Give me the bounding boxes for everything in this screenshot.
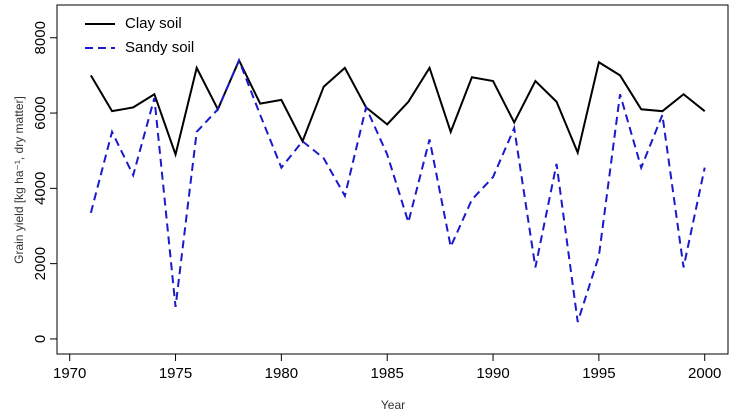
plot-frame [56, 4, 729, 355]
y-tick-label: 2000 [32, 247, 49, 280]
series-line [89, 57, 706, 323]
x-axis-label: Year [381, 398, 405, 412]
x-tick-label: 1990 [476, 365, 509, 382]
y-axis-label: Grain yield [kg ha⁻¹, dry matter] [12, 96, 26, 264]
legend-label: Sandy soil [125, 39, 194, 56]
series-line [90, 57, 706, 158]
y-tick-label: 6000 [32, 96, 49, 129]
x-tick-label: 1980 [265, 365, 298, 382]
x-tick-label: 1970 [53, 365, 86, 382]
x-tick-label: 1985 [371, 365, 404, 382]
x-tick-label: 1975 [159, 365, 192, 382]
x-tick-label: 2000 [688, 365, 721, 382]
y-tick-label: 8000 [32, 21, 49, 54]
x-tick-label: 1995 [582, 365, 615, 382]
y-tick-label: 4000 [32, 172, 49, 205]
y-tick-label: 0 [32, 335, 49, 343]
legend-label: Clay soil [125, 15, 182, 32]
